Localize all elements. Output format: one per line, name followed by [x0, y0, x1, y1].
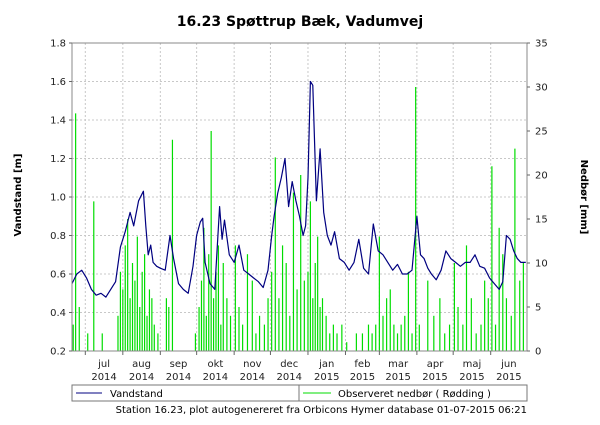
y-tick-label: 0.6 — [50, 270, 66, 281]
x-tick-month: mar — [388, 359, 409, 370]
y-tick-label: 0.8 — [50, 231, 66, 242]
y-tick-label: 1.0 — [50, 193, 66, 204]
x-tick-year: 2014 — [91, 372, 116, 383]
x-tick-month: okt — [207, 359, 223, 370]
y2-tick-label: 25 — [535, 127, 548, 138]
x-tick-year: 2015 — [314, 372, 339, 383]
y2-tick-label: 30 — [535, 83, 548, 94]
x-tick-month: feb — [354, 359, 370, 370]
y-tick-label: 1.8 — [50, 39, 66, 50]
water-level-series — [71, 80, 526, 298]
x-tick-year: 2014 — [276, 372, 301, 383]
legend-label-rain: Observeret nedbør ( Rødding ) — [338, 389, 491, 400]
x-tick-year: 2015 — [350, 372, 375, 383]
x-tick-year: 2014 — [203, 372, 228, 383]
y2-tick-label: 35 — [535, 39, 548, 50]
x-tick-year: 2015 — [496, 372, 521, 383]
chart-title: 16.23 Spøttrup Bæk, Vadumvej — [177, 14, 423, 30]
x-tick-year: 2015 — [459, 372, 484, 383]
y2-axis-label: Nedbør [mm] — [578, 160, 589, 235]
y2-tick-label: 0 — [535, 347, 541, 358]
x-tick-year: 2014 — [240, 372, 265, 383]
y-tick-label: 1.2 — [50, 154, 66, 165]
x-tick-month: jul — [97, 359, 110, 370]
footer-text: Station 16.23, plot autogenereret fra Or… — [116, 405, 527, 416]
x-tick-month: sep — [170, 359, 188, 370]
y2-tick-label: 15 — [535, 215, 548, 226]
y-axis-label: Vandstand [m] — [13, 153, 24, 236]
rain-bars — [72, 87, 524, 351]
x-tick-month: jun — [500, 359, 516, 370]
y-tick-label: 1.6 — [50, 77, 66, 88]
y2-tick-label: 20 — [535, 171, 548, 182]
y-tick-label: 1.4 — [50, 116, 66, 127]
y2-ticks: 0 5 10 15 20 25 30 35 — [527, 39, 548, 358]
x-tick-month: nov — [243, 359, 261, 370]
legend: Vandstand Observeret nedbør ( Rødding ) — [71, 384, 528, 402]
y2-tick-label: 5 — [535, 303, 541, 314]
x-tick-month: jan — [318, 359, 334, 370]
x-tick-year: 2014 — [166, 372, 191, 383]
x-tick-month: aug — [132, 359, 151, 370]
x-tick-year: 2015 — [385, 372, 410, 383]
x-tick-year: 2015 — [422, 372, 447, 383]
y-tick-label: 0.2 — [50, 347, 66, 358]
x-ticks: jul 2014 aug 2014 sep 2014 okt 2014 nov 2014 dec 20… — [84, 351, 522, 383]
x-tick-year: 2014 — [129, 372, 154, 383]
legend-label-water: Vandstand — [110, 389, 163, 400]
x-tick-month: apr — [427, 359, 444, 370]
x-tick-month: dec — [280, 359, 298, 370]
y-tick-label: 0.4 — [50, 308, 66, 319]
water-level-line — [71, 80, 526, 298]
x-tick-month: maj — [463, 359, 482, 370]
y-ticks: 0.2 0.4 0.6 0.8 1.0 1.2 1.4 1.6 1.8 — [50, 39, 72, 358]
y2-tick-label: 10 — [535, 259, 548, 270]
